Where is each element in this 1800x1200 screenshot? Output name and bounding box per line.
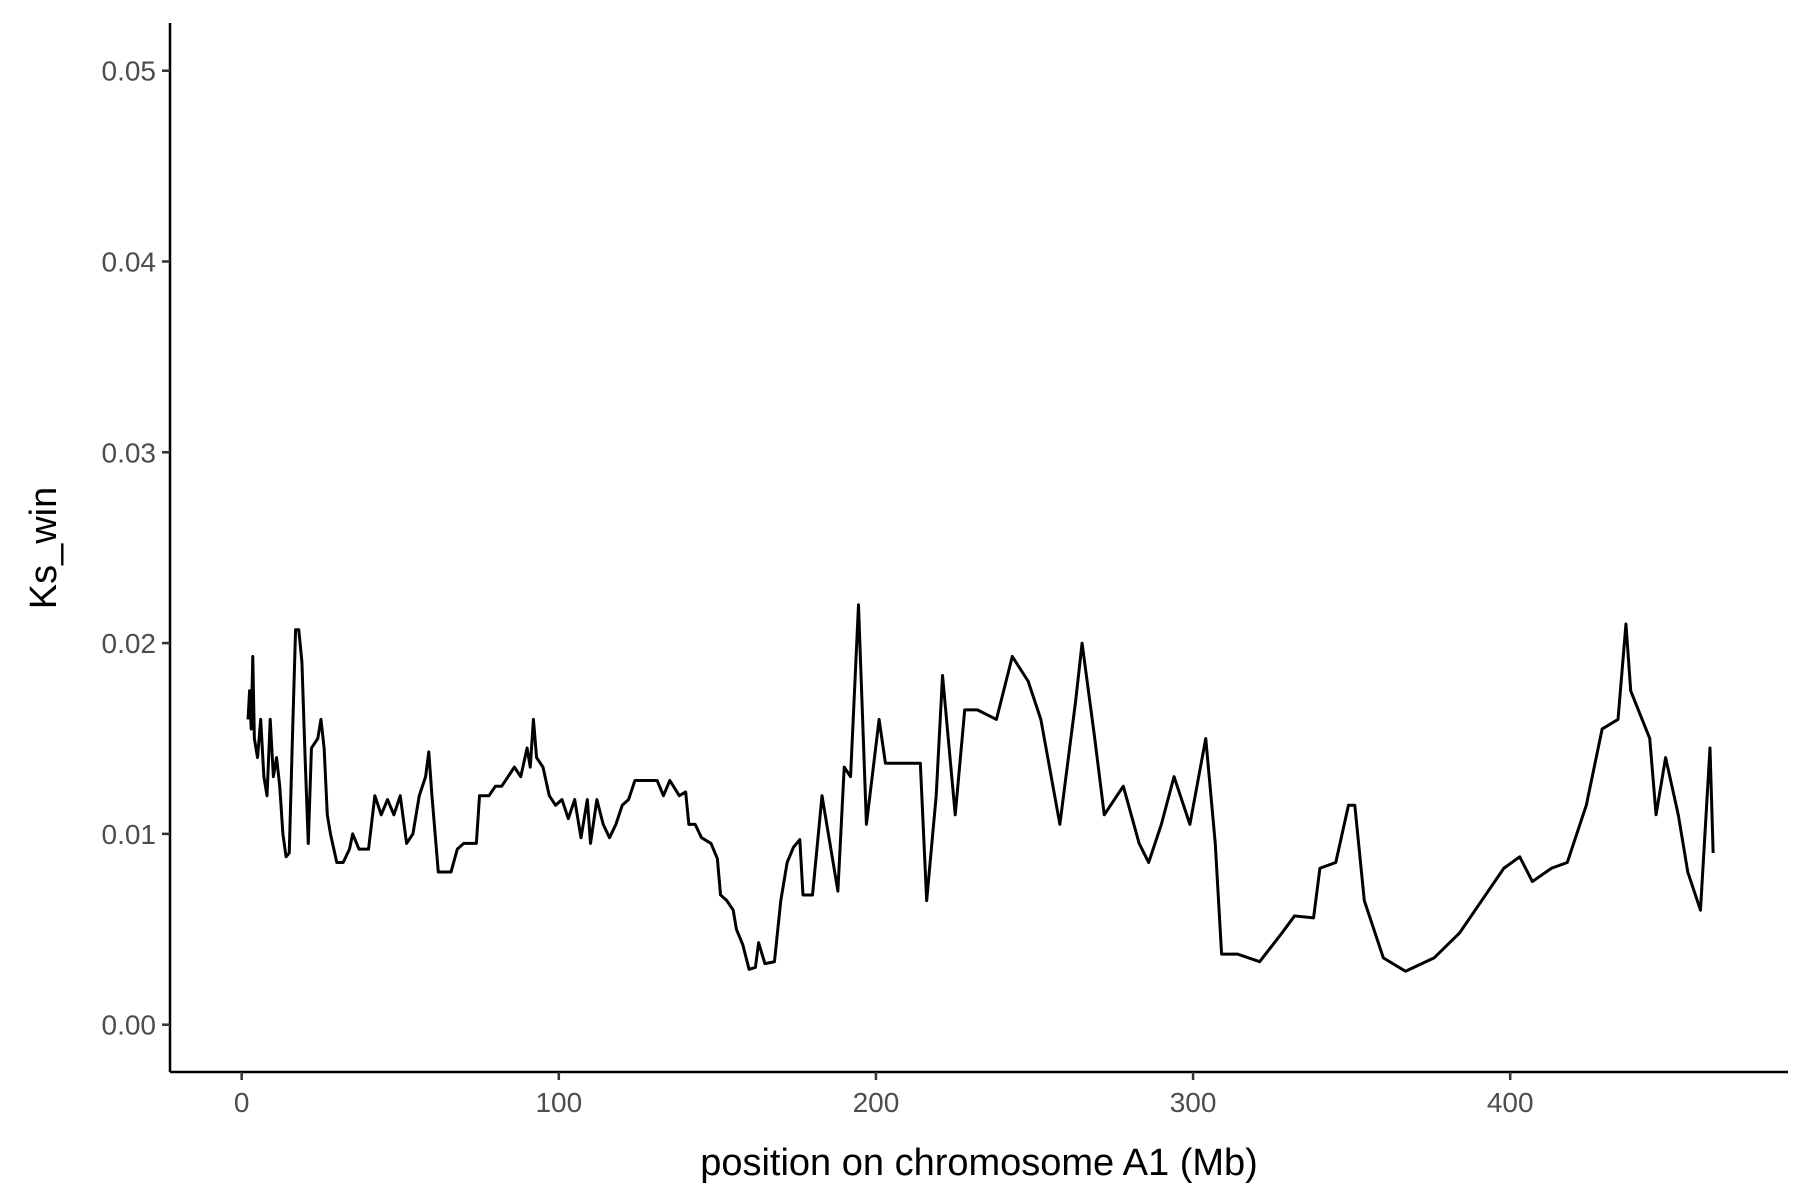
y-tick-label: 0.02 <box>102 628 157 659</box>
y-tick-label: 0.04 <box>102 246 157 277</box>
x-tick-label: 0 <box>234 1087 250 1118</box>
y-tick-label: 0.00 <box>102 1010 157 1041</box>
y-tick-label: 0.03 <box>102 437 157 468</box>
y-axis-title: Ks_win <box>23 487 65 610</box>
x-tick-label: 300 <box>1170 1087 1217 1118</box>
y-tick-label: 0.05 <box>102 56 157 87</box>
x-axis-title: position on chromosome A1 (Mb) <box>700 1142 1258 1184</box>
data-line <box>246 603 1715 973</box>
x-tick-label: 400 <box>1487 1087 1534 1118</box>
y-tick-label: 0.01 <box>102 819 157 850</box>
x-tick-label: 100 <box>535 1087 582 1118</box>
x-tick-label: 200 <box>853 1087 900 1118</box>
